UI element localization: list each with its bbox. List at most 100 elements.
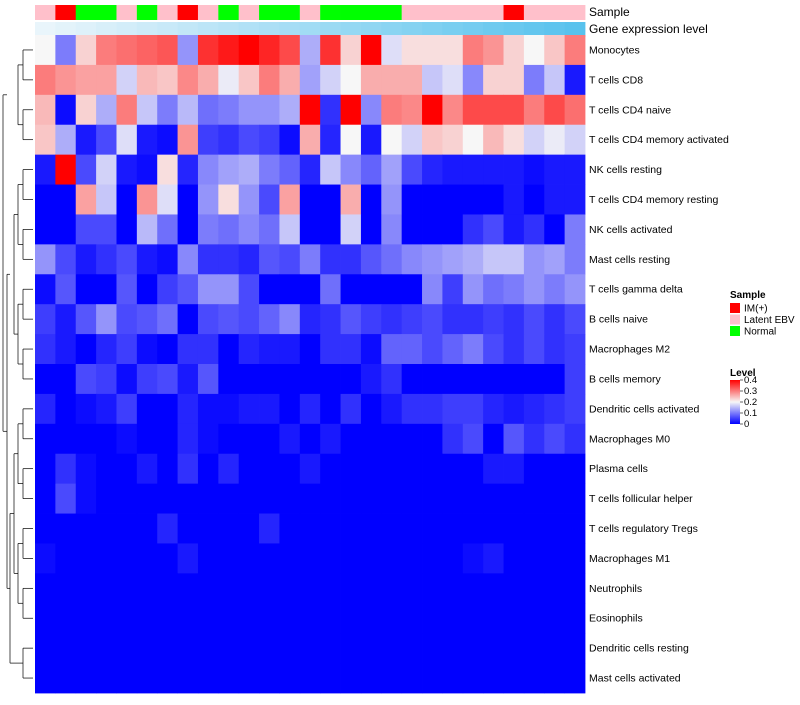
- heatmap-cell: [299, 35, 321, 66]
- heatmap-cell: [55, 543, 77, 574]
- heatmap-cell: [279, 244, 301, 275]
- heatmap-cell: [96, 543, 117, 574]
- heatmap-cell: [279, 184, 301, 215]
- heatmap-cell: [299, 274, 321, 305]
- heatmap-cell: [442, 453, 464, 485]
- heatmap-cell: [218, 35, 240, 66]
- heatmap-cell: [401, 94, 423, 126]
- heatmap-cell: [75, 364, 97, 395]
- heatmap-cell: [523, 35, 545, 66]
- heatmap-cell: [136, 423, 158, 455]
- heatmap-cell: [35, 453, 56, 485]
- colorbar-tick-label: 0.3: [744, 386, 757, 397]
- heatmap-cell: [75, 573, 97, 604]
- heatmap-cell: [116, 483, 138, 514]
- heatmap-cell: [157, 364, 178, 395]
- heatmap-cell: [136, 543, 158, 574]
- heatmap-cell: [544, 513, 566, 544]
- heatmap-cell: [503, 663, 525, 694]
- heatmap-cell: [259, 124, 280, 156]
- heatmap-cell: [55, 274, 77, 305]
- heatmap-cell: [483, 633, 504, 664]
- heatmap-cell: [503, 573, 525, 604]
- heatmap-cell: [483, 35, 504, 66]
- heatmap-cell: [116, 633, 138, 664]
- heatmap-cell: [55, 94, 77, 126]
- heatmap-cell: [55, 663, 77, 694]
- heatmap-cell: [238, 573, 260, 604]
- heatmap-cell: [340, 274, 362, 305]
- sample-annotation-cell: [483, 5, 504, 20]
- heatmap-cell: [96, 35, 117, 66]
- heatmap-cell: [544, 603, 566, 634]
- heatmap-cell: [462, 244, 484, 275]
- heatmap-cell: [483, 94, 504, 126]
- heatmap-cell: [320, 214, 341, 245]
- heatmap-cell: [259, 244, 280, 275]
- heatmap-cell: [55, 483, 77, 514]
- gene-expression-annotation-cell: [503, 22, 525, 37]
- heatmap-cell: [462, 35, 484, 66]
- sample-legend-swatch: [730, 326, 740, 336]
- heatmap-cell: [320, 543, 341, 574]
- heatmap-cell: [55, 364, 77, 395]
- heatmap-cell: [157, 573, 178, 604]
- heatmap-cell: [462, 603, 484, 634]
- sample-annotation-cell: [564, 5, 586, 20]
- heatmap-cell: [523, 393, 545, 425]
- heatmap-cell: [340, 483, 362, 514]
- heatmap-cell: [197, 423, 219, 455]
- heatmap-cell: [401, 364, 423, 395]
- heatmap-cell: [238, 334, 260, 365]
- heatmap-cell: [116, 663, 138, 694]
- colorbar-tick-label: 0.4: [744, 375, 757, 386]
- heatmap-cell: [422, 274, 443, 305]
- heatmap-cell: [401, 663, 423, 694]
- heatmap-cell: [157, 214, 178, 245]
- row-dendrogram: [2, 49, 33, 679]
- heatmap-cell: [320, 513, 341, 544]
- heatmap-cell: [462, 483, 484, 514]
- heatmap-cell: [442, 603, 464, 634]
- heatmap-cell: [197, 633, 219, 664]
- heatmap-cell: [259, 663, 280, 694]
- heatmap-cell: [442, 244, 464, 275]
- heatmap-cell: [96, 334, 117, 365]
- heatmap-cell: [177, 543, 199, 574]
- heatmap-cell: [299, 633, 321, 664]
- heatmap-cell: [442, 364, 464, 395]
- heatmap-cell: [75, 393, 97, 425]
- sample-annotation-cell: [320, 5, 341, 20]
- heatmap-cell: [381, 274, 403, 305]
- heatmap-cell: [503, 214, 525, 245]
- heatmap-cell: [238, 364, 260, 395]
- sample-annotation-cell: [157, 5, 178, 20]
- heatmap-cell: [360, 393, 382, 425]
- heatmap-cell: [35, 483, 56, 514]
- heatmap-cell: [55, 423, 77, 455]
- heatmap-cell: [360, 124, 382, 156]
- heatmap-cell: [299, 423, 321, 455]
- heatmap-cell: [299, 513, 321, 544]
- heatmap-cell: [422, 603, 443, 634]
- row-label: T cells CD8: [589, 74, 643, 86]
- sample-annotation-cell: [259, 5, 280, 20]
- heatmap-cell: [483, 543, 504, 574]
- heatmap-cell: [401, 603, 423, 634]
- heatmap-cell: [462, 184, 484, 215]
- heatmap-cell: [401, 64, 423, 96]
- heatmap-cell: [177, 94, 199, 126]
- heatmap-cell: [96, 274, 117, 305]
- colorbar: [730, 380, 740, 424]
- heatmap-cell: [401, 423, 423, 455]
- heatmap-cell: [503, 423, 525, 455]
- heatmap-cell: [259, 573, 280, 604]
- heatmap-cell: [340, 35, 362, 66]
- gene-expression-annotation-cell: [96, 22, 117, 37]
- heatmap-cell: [55, 154, 77, 185]
- heatmap-cell: [279, 633, 301, 664]
- heatmap-cell: [259, 364, 280, 395]
- gene-expression-annotation-cell: [422, 22, 443, 37]
- heatmap-cell: [544, 64, 566, 96]
- heatmap-cell: [381, 94, 403, 126]
